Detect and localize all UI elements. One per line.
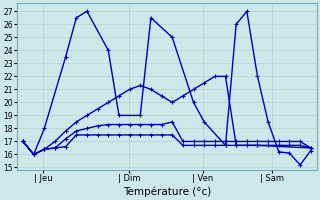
X-axis label: Température (°c): Température (°c): [123, 186, 211, 197]
